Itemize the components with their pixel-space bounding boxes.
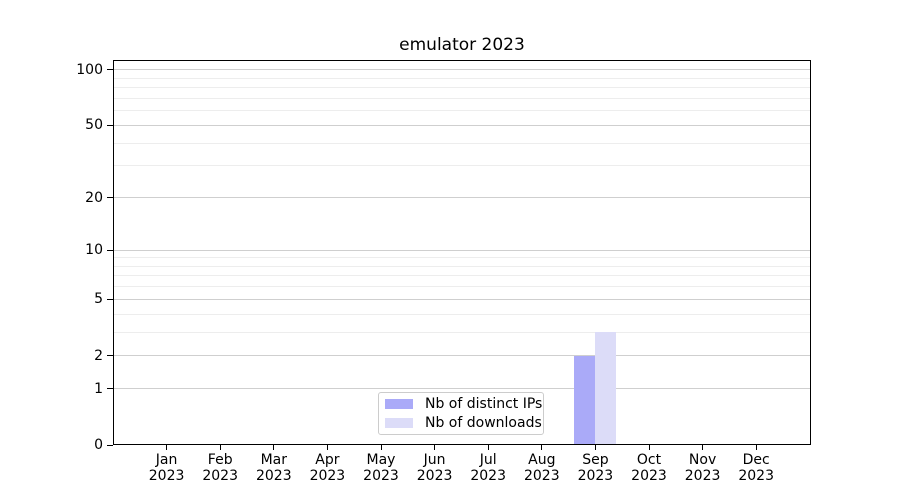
x-axis-tick-label: Jul 2023 — [470, 452, 507, 484]
x-axis-tick-label: Aug 2023 — [523, 452, 560, 484]
x-axis-tick — [702, 445, 704, 450]
x-axis-tick — [541, 445, 543, 450]
y-minor-gridline — [114, 77, 810, 79]
x-label-year: 2023 — [363, 467, 399, 484]
y-axis-tick — [107, 444, 113, 446]
x-label-month: Oct — [636, 452, 662, 468]
x-axis-tick-label: Apr 2023 — [309, 452, 346, 484]
y-minor-gridline — [114, 97, 810, 99]
x-axis-tick — [166, 445, 168, 450]
y-major-gridline — [114, 298, 810, 300]
y-axis-tick-label: 2 — [94, 347, 103, 364]
x-label-month: Sep — [582, 452, 609, 468]
y-minor-gridline — [114, 313, 810, 315]
y-major-gridline — [114, 124, 810, 126]
x-axis-tick-label: Oct 2023 — [631, 452, 667, 484]
x-label-month: May — [366, 452, 396, 468]
x-axis-tick — [380, 445, 382, 450]
y-axis-tick — [107, 124, 113, 126]
y-minor-gridline — [114, 265, 810, 267]
y-minor-gridline — [114, 331, 810, 333]
x-label-month: Mar — [260, 452, 288, 468]
x-axis-tick-label: Nov 2023 — [684, 452, 721, 484]
x-axis-tick — [219, 445, 221, 450]
x-label-month: Dec — [742, 452, 770, 468]
x-axis-tick-label: Mar 2023 — [255, 452, 292, 484]
y-axis-tick-label: 100 — [76, 61, 103, 78]
y-minor-gridline — [114, 275, 810, 277]
x-axis-tick — [594, 445, 596, 450]
y-minor-gridline — [114, 286, 810, 288]
y-axis-tick — [107, 388, 113, 390]
y-major-gridline — [114, 355, 810, 357]
y-axis-tick — [107, 69, 113, 71]
y-minor-gridline — [114, 142, 810, 144]
x-label-year: 2023 — [577, 467, 614, 484]
x-label-month: Aug — [528, 452, 556, 468]
legend-label-distinct-ips: Nb of distinct IPs — [425, 396, 543, 412]
x-label-month: Jun — [423, 452, 446, 468]
x-label-year: 2023 — [309, 467, 346, 484]
x-label-year: 2023 — [470, 467, 507, 484]
x-label-year: 2023 — [255, 467, 292, 484]
x-axis-tick — [755, 445, 757, 450]
y-axis-tick-label: 5 — [94, 291, 103, 308]
x-label-year: 2023 — [631, 467, 667, 484]
chart-title: emulator 2023 — [399, 35, 525, 55]
y-minor-gridline — [114, 87, 810, 89]
x-axis-tick — [273, 445, 275, 450]
y-axis-tick-label: 10 — [85, 242, 103, 259]
x-axis-tick — [648, 445, 650, 450]
y-axis-tick — [107, 197, 113, 198]
y-minor-gridline — [114, 165, 810, 167]
x-label-month: Jul — [479, 452, 497, 468]
y-axis-tick-label: 1 — [94, 380, 103, 397]
x-axis-tick-label: Dec 2023 — [738, 452, 775, 484]
legend-item-distinct-ips: Nb of distinct IPs — [385, 397, 543, 411]
x-label-year: 2023 — [523, 467, 560, 484]
y-axis-tick — [107, 249, 113, 251]
y-axis-tick — [107, 298, 113, 300]
x-axis-tick — [434, 445, 436, 450]
legend-swatch-distinct-ips — [385, 399, 413, 409]
x-axis-tick-label: May 2023 — [363, 452, 399, 484]
x-label-year: 2023 — [684, 467, 721, 484]
legend: Nb of distinct IPs Nb of downloads — [378, 392, 544, 435]
x-label-year: 2023 — [148, 467, 185, 484]
x-label-month: Apr — [315, 452, 340, 468]
x-axis-tick-label: Jun 2023 — [416, 452, 453, 484]
y-axis-tick-label: 0 — [94, 437, 103, 453]
y-major-gridline — [114, 197, 810, 198]
bar-distinct-ips — [574, 355, 596, 444]
x-axis-tick — [487, 445, 489, 450]
legend-item-downloads: Nb of downloads — [385, 416, 543, 430]
y-major-gridline — [114, 388, 810, 390]
x-label-month: Feb — [207, 452, 233, 468]
legend-swatch-downloads — [385, 418, 413, 428]
y-minor-gridline — [114, 257, 810, 259]
y-axis-tick-label: 50 — [85, 117, 103, 134]
x-label-year: 2023 — [202, 467, 239, 484]
x-axis-tick — [326, 445, 328, 450]
x-axis-tick-label: Jan 2023 — [148, 452, 185, 484]
x-axis-tick-label: Sep 2023 — [577, 452, 614, 484]
y-minor-gridline — [114, 110, 810, 112]
x-label-month: Jan — [155, 452, 178, 468]
x-label-year: 2023 — [416, 467, 453, 484]
x-axis-tick-label: Feb 2023 — [202, 452, 239, 484]
x-label-year: 2023 — [738, 467, 775, 484]
y-axis-tick — [107, 355, 113, 357]
bar-downloads — [595, 332, 617, 444]
y-major-gridline — [114, 249, 810, 251]
y-major-gridline — [114, 69, 810, 71]
legend-label-downloads: Nb of downloads — [425, 415, 542, 431]
y-axis-tick-label: 20 — [85, 189, 103, 206]
x-label-month: Nov — [688, 452, 717, 468]
